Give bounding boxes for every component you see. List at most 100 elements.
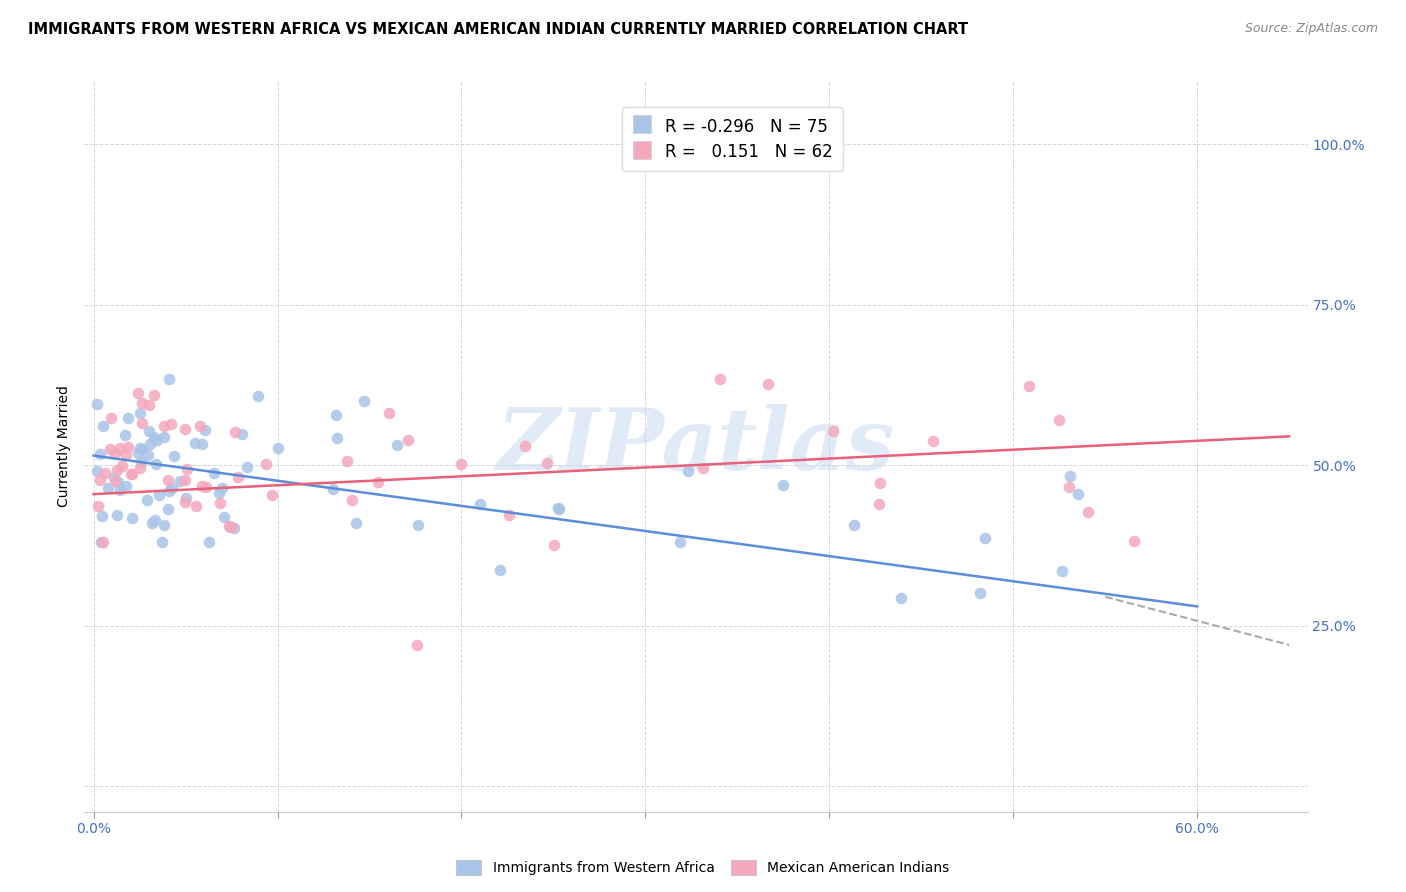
Point (89, 473, 111, 487)
Point (194, 423, 217, 437)
Point (131, 442, 153, 457)
Text: Source: ZipAtlas.com: Source: ZipAtlas.com (1244, 22, 1378, 36)
Point (115, 448, 138, 462)
Point (247, 389, 270, 403)
Point (120, 467, 142, 481)
Point (188, 418, 211, 433)
Point (174, 473, 197, 487)
Point (1059, 469, 1081, 483)
Point (90, 508, 112, 523)
Point (136, 449, 159, 463)
Point (146, 433, 169, 447)
Point (450, 457, 472, 471)
Point (396, 433, 419, 447)
Point (143, 430, 166, 444)
Point (128, 406, 150, 420)
Point (325, 409, 347, 423)
Point (176, 491, 198, 506)
Point (547, 502, 569, 516)
Point (127, 386, 149, 401)
Point (254, 458, 277, 472)
Point (91, 535, 114, 549)
Point (108, 483, 131, 497)
Point (195, 480, 218, 494)
Point (669, 535, 692, 549)
Point (160, 481, 183, 495)
Point (692, 460, 714, 475)
Point (344, 516, 367, 530)
Point (89, 447, 111, 461)
Point (139, 436, 162, 450)
Point (235, 460, 257, 475)
Point (173, 495, 195, 509)
Text: IMMIGRANTS FROM WESTERN AFRICA VS MEXICAN AMERICAN INDIAN CURRENTLY MARRIED CORR: IMMIGRANTS FROM WESTERN AFRICA VS MEXICA… (28, 22, 969, 37)
Point (1123, 534, 1146, 549)
Point (921, 434, 943, 448)
Point (169, 474, 191, 488)
Point (143, 513, 166, 527)
Point (336, 454, 359, 468)
Point (105, 463, 128, 477)
Point (93, 419, 115, 434)
Point (160, 417, 183, 431)
Point (131, 416, 153, 430)
Point (974, 531, 997, 545)
Point (138, 424, 160, 438)
Point (367, 475, 389, 489)
Point (105, 508, 128, 522)
Point (212, 510, 235, 524)
Point (103, 470, 125, 484)
Point (543, 538, 565, 552)
Point (890, 591, 912, 605)
Point (468, 497, 491, 511)
Point (190, 479, 212, 493)
Point (1050, 565, 1073, 579)
Point (121, 467, 143, 481)
Y-axis label: Currently Married: Currently Married (58, 385, 72, 507)
Point (322, 482, 344, 496)
Point (266, 442, 288, 456)
Point (129, 441, 152, 455)
Point (547, 501, 569, 516)
Point (378, 406, 401, 420)
Point (117, 411, 139, 425)
Point (138, 398, 160, 412)
Point (136, 493, 159, 508)
Point (145, 457, 167, 471)
Point (868, 497, 890, 511)
Point (184, 499, 207, 513)
Point (98, 442, 121, 457)
Point (97, 481, 120, 495)
Point (231, 427, 253, 442)
Point (163, 449, 186, 463)
Point (869, 475, 891, 490)
Point (129, 455, 152, 469)
Point (114, 428, 136, 442)
Text: ZIPatlas: ZIPatlas (496, 404, 896, 488)
Point (104, 474, 127, 488)
Point (221, 520, 243, 534)
Point (111, 458, 134, 473)
Point (325, 431, 347, 445)
Point (115, 479, 138, 493)
Point (772, 478, 794, 492)
Point (157, 473, 180, 487)
Point (143, 388, 166, 402)
Point (94, 466, 117, 480)
Point (157, 372, 180, 386)
Point (131, 396, 153, 410)
Point (385, 438, 408, 452)
Point (1018, 379, 1040, 393)
Point (844, 517, 866, 532)
Point (222, 520, 245, 534)
Point (218, 519, 240, 533)
Point (191, 436, 214, 450)
Point (107, 475, 129, 489)
Point (342, 492, 364, 507)
Point (709, 372, 731, 386)
Point (153, 418, 176, 433)
Point (184, 436, 207, 450)
Point (353, 393, 375, 408)
Point (117, 440, 139, 454)
Legend: Immigrants from Western Africa, Mexican American Indians: Immigrants from Western Africa, Mexican … (451, 855, 955, 880)
